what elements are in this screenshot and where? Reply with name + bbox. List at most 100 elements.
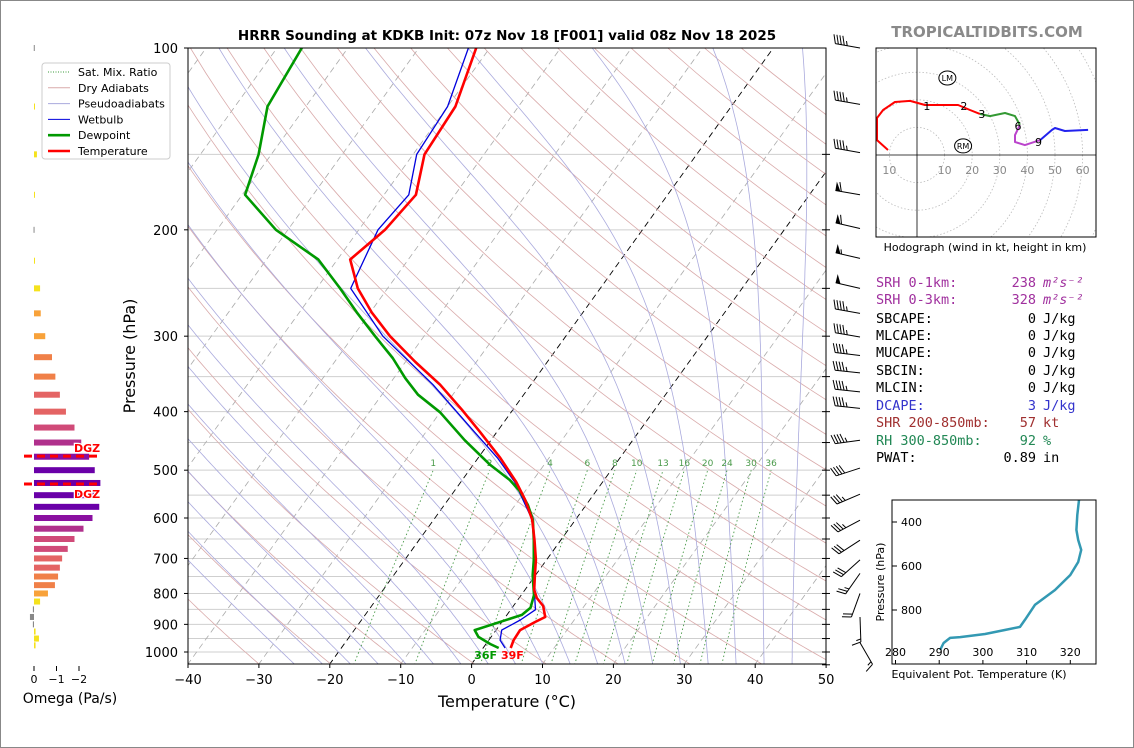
omega-bar [34, 582, 55, 589]
wind-barb [851, 616, 862, 646]
x-tick-label: 30 [676, 673, 693, 688]
dry-adiabat [188, 598, 260, 664]
barb-staff [835, 189, 861, 196]
omega-bar [34, 103, 35, 110]
barb-full [839, 324, 842, 334]
omega-tick-label: −2 [71, 673, 87, 686]
barb-half [845, 366, 848, 372]
omega-panel: DGZ DGZ 0 −1 −2 [24, 45, 101, 686]
y-tick-label: 900 [153, 618, 178, 633]
barb-full [830, 434, 836, 444]
dry-adiabat [188, 225, 691, 664]
stat-label: SBCIN: [876, 363, 925, 379]
stat-unit: m²s⁻² [1042, 292, 1084, 308]
isotherm [188, 48, 278, 173]
wind-barb [835, 244, 861, 259]
stat-value: 0 [1028, 380, 1036, 396]
theta-e-y-tick-label: 600 [901, 560, 922, 573]
stat-label: SRH 0-3km: [876, 292, 957, 308]
barb-full [839, 91, 842, 102]
mixing-ratio-line [673, 470, 728, 664]
pseudoadiabat [188, 470, 379, 664]
wind-barb [832, 343, 861, 357]
hodograph-ring-label: 60 [1076, 164, 1090, 177]
wind-barb [830, 465, 861, 477]
barb-full [851, 641, 862, 646]
mixing-ratio-label: 16 [679, 459, 691, 469]
isotherm [188, 48, 491, 468]
pseudoadiabat [188, 559, 295, 664]
stat-unit: J/kg [1043, 380, 1076, 396]
barb-staff [837, 519, 861, 533]
omega-bar [34, 573, 59, 580]
omega-tick-label: −1 [48, 673, 64, 686]
hodograph-ring-label: 40 [1020, 164, 1034, 177]
legend-label: Dry Adiabats [78, 82, 149, 95]
dewpoint-profile [243, 48, 536, 650]
legend-label: Wetbulb [78, 113, 123, 126]
pseudoadiabat [188, 161, 571, 664]
wind-barb [830, 493, 861, 505]
y-tick-label: 100 [153, 42, 178, 57]
barb-full [833, 34, 836, 44]
wind-barb [831, 539, 861, 555]
theta-e-x-tick-label: 310 [1016, 646, 1037, 659]
barb-full [840, 214, 842, 225]
barb-full [836, 139, 839, 149]
wind-barb [833, 299, 861, 314]
wind-barb [830, 433, 861, 445]
stat-label: DCAPE: [876, 398, 925, 414]
barb-full [865, 663, 873, 672]
barb-full [832, 343, 836, 353]
legend: Sat. Mix. Ratio Dry Adiabats Pseudoadiabat… [41, 62, 171, 160]
omega-axis-label: Omega (Pa/s) [23, 691, 118, 707]
barb-staff [835, 388, 861, 393]
barb-staff [835, 369, 861, 374]
wind-barb [833, 34, 861, 49]
legend-label: Dewpoint [78, 129, 131, 142]
dry-adiabat [188, 408, 476, 664]
barb-full [838, 396, 842, 407]
stat-label: SBCAPE: [876, 311, 933, 327]
barb-staff [835, 147, 861, 154]
barb-full [841, 380, 845, 391]
barb-full [837, 567, 847, 574]
x-axis-label: Temperature (°C) [437, 692, 576, 711]
y-tick-label: 500 [153, 464, 178, 479]
y-tick-label: 700 [153, 552, 178, 567]
omega-bar [34, 439, 82, 446]
barb-staff [836, 493, 861, 505]
barb-full [836, 34, 839, 45]
barb-full [833, 545, 842, 553]
legend-label: Sat. Mix. Ratio [78, 66, 158, 79]
omega-bar [34, 525, 84, 532]
storm-motion-label: LM [942, 74, 953, 83]
barb-staff [835, 43, 861, 49]
barb-pennant [835, 274, 841, 284]
omega-bar [32, 621, 34, 628]
mixing-ratio-label: 24 [721, 459, 733, 469]
stat-value: 238 [1012, 275, 1036, 291]
mixing-ratio-label: 4 [547, 459, 553, 469]
isotherm [400, 72, 826, 664]
theta-e-y-tick-label: 800 [901, 604, 922, 617]
wind-barb [833, 138, 861, 154]
barb-full [835, 361, 839, 371]
legend-box [41, 62, 171, 160]
barb-full [830, 496, 838, 505]
barb-full [838, 343, 842, 354]
omega-bar [34, 453, 90, 460]
barb-half [867, 661, 872, 666]
pseudoadiabat [188, 277, 517, 664]
omega-bar [34, 555, 63, 562]
stat-value: 0 [1028, 345, 1036, 361]
wind-barb [836, 573, 861, 595]
barb-full [842, 35, 845, 46]
barb-full [836, 544, 845, 551]
wind-barb [832, 396, 861, 409]
barb-full [842, 140, 845, 150]
chart-title: HRRR Sounding at KDKB Init: 07z Nov 18 [… [238, 28, 776, 44]
dry-adiabat [188, 534, 332, 664]
barb-staff [835, 308, 861, 314]
